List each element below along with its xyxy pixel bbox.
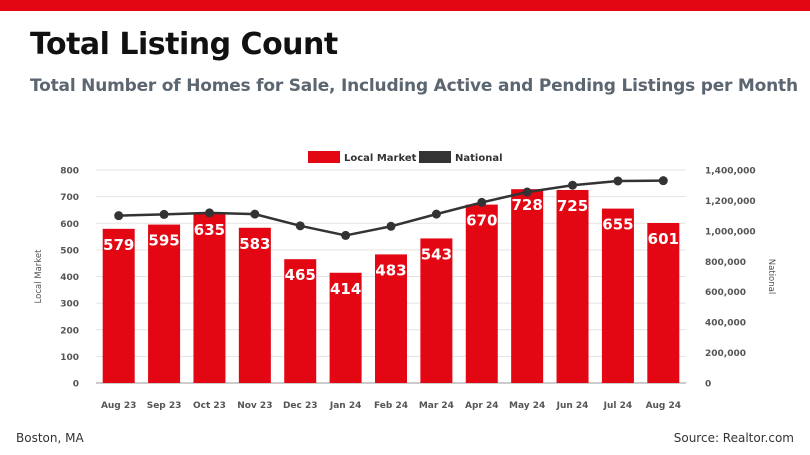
y-tick-label-left: 0 bbox=[73, 380, 79, 390]
legend: Local Market National bbox=[308, 151, 503, 164]
bar-value-label: 595 bbox=[148, 232, 179, 250]
bar bbox=[375, 254, 407, 383]
x-tick-label: Aug 23 bbox=[101, 401, 136, 411]
bar-value-label: 583 bbox=[239, 235, 270, 253]
y-tick-label-left: 300 bbox=[60, 300, 79, 310]
line-series-national bbox=[114, 176, 668, 240]
bar-value-label: 414 bbox=[330, 280, 361, 298]
y-tick-label-right: 0 bbox=[705, 380, 711, 390]
national-point bbox=[341, 230, 351, 240]
national-point bbox=[613, 176, 623, 186]
source-label: Source: Realtor.com bbox=[673, 431, 794, 445]
national-point bbox=[250, 209, 260, 219]
x-tick-label: Jan 24 bbox=[329, 401, 362, 411]
page-title: Total Listing Count bbox=[30, 27, 338, 62]
bar bbox=[465, 204, 498, 383]
bar-value-label: 655 bbox=[602, 216, 633, 234]
national-point bbox=[522, 187, 532, 197]
x-tick-label: Aug 24 bbox=[646, 401, 681, 411]
national-point bbox=[568, 180, 578, 190]
bar-value-label: 483 bbox=[375, 261, 406, 279]
bar bbox=[284, 259, 317, 383]
y-tick-label-right: 200,000 bbox=[705, 349, 746, 359]
national-point bbox=[295, 221, 305, 231]
bar-value-label: 725 bbox=[557, 197, 588, 215]
bar bbox=[193, 213, 226, 383]
bar bbox=[647, 222, 680, 383]
location-label: Boston, MA bbox=[16, 431, 84, 445]
national-point bbox=[477, 197, 487, 207]
top-accent-bar bbox=[0, 0, 810, 11]
y-tick-label-right: 1,200,000 bbox=[705, 197, 756, 207]
y-tick-label-left: 500 bbox=[60, 246, 79, 256]
y-tick-label-left: 700 bbox=[60, 193, 79, 203]
page-subtitle: Total Number of Homes for Sale, Includin… bbox=[30, 76, 798, 96]
y-tick-label-right: 1,000,000 bbox=[705, 227, 756, 237]
y-tick-label-right: 800,000 bbox=[705, 258, 746, 268]
bar bbox=[601, 208, 634, 383]
x-tick-label: Mar 24 bbox=[419, 401, 454, 411]
y-tick-label-left: 200 bbox=[60, 326, 79, 336]
y-tick-label-right: 400,000 bbox=[705, 319, 746, 329]
x-tick-label: Jul 24 bbox=[603, 401, 633, 411]
x-tick-label: Jun 24 bbox=[556, 401, 589, 411]
x-tick-label: Sep 23 bbox=[147, 401, 182, 411]
legend-label-local-market: Local Market bbox=[344, 153, 417, 164]
bar bbox=[148, 224, 181, 383]
bar-value-label: 670 bbox=[466, 212, 497, 230]
bar bbox=[511, 189, 544, 383]
bar-value-label: 728 bbox=[511, 196, 542, 214]
bar-value-label: 601 bbox=[648, 230, 679, 248]
national-point bbox=[114, 211, 124, 221]
legend-swatch-local-market bbox=[308, 151, 340, 163]
bar bbox=[238, 227, 271, 383]
legend-swatch-national bbox=[419, 151, 451, 163]
national-point bbox=[204, 208, 214, 218]
bar-value-label: 635 bbox=[194, 221, 225, 239]
x-tick-label: Dec 23 bbox=[283, 401, 318, 411]
bar-value-label: 579 bbox=[103, 236, 134, 254]
y-axis-title-right: National bbox=[766, 259, 776, 294]
bar-value-label: 465 bbox=[285, 266, 316, 284]
national-point bbox=[159, 209, 169, 219]
bar-series-local-market bbox=[102, 189, 680, 383]
x-tick-label: May 24 bbox=[509, 401, 545, 411]
y-tick-label-left: 400 bbox=[60, 273, 79, 283]
axes: 0 100 200 300 400 500 600 700 800 0 200,000 400,000… bbox=[34, 167, 776, 412]
national-point bbox=[431, 209, 441, 219]
bar bbox=[420, 238, 453, 383]
x-tick-label: Oct 23 bbox=[193, 401, 226, 411]
bar-data-labels: 579 595 635 583 465 414 483 543 670 728 725 655 601 bbox=[103, 196, 679, 298]
national-point bbox=[658, 176, 668, 186]
y-tick-label-left: 800 bbox=[60, 167, 79, 177]
bar bbox=[102, 228, 135, 383]
y-tick-label-right: 600,000 bbox=[705, 288, 746, 298]
y-tick-label-left: 600 bbox=[60, 220, 79, 230]
y-tick-label-right: 1,400,000 bbox=[705, 167, 756, 177]
legend-label-national: National bbox=[455, 153, 503, 164]
bar bbox=[556, 189, 589, 383]
bar-value-label: 543 bbox=[421, 245, 452, 263]
y-axis-title-left: Local Market bbox=[34, 249, 44, 304]
x-tick-label: Feb 24 bbox=[374, 401, 408, 411]
x-tick-label: Apr 24 bbox=[465, 401, 499, 411]
national-point bbox=[386, 221, 396, 231]
y-tick-label-left: 100 bbox=[60, 353, 79, 363]
x-tick-label: Nov 23 bbox=[237, 401, 272, 411]
bar bbox=[329, 272, 362, 383]
